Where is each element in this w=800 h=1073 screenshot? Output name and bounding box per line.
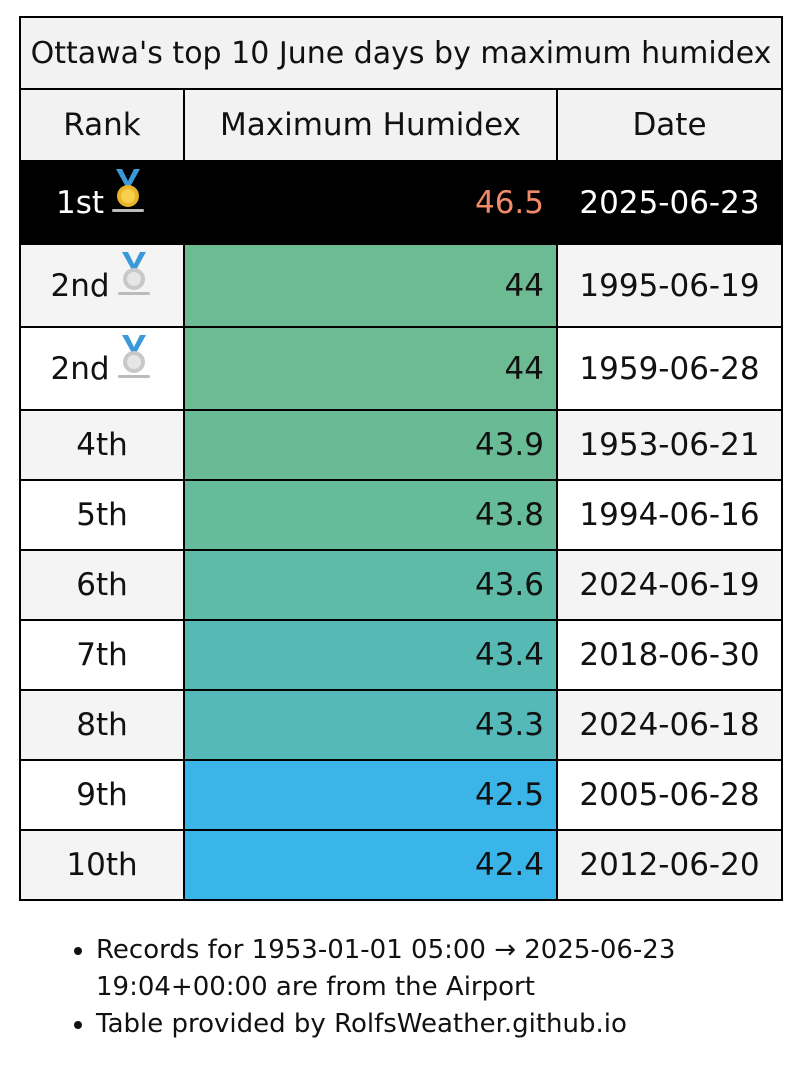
source-note: Records for 1953-01-01 05:00 → 2025-06-2… bbox=[96, 932, 800, 1006]
silver-medal-icon bbox=[114, 250, 154, 306]
rank-cell: 8th bbox=[19, 689, 185, 761]
rank-cell: 7th bbox=[19, 619, 185, 691]
humidex-value: 44 bbox=[183, 326, 558, 411]
date-value: 1994-06-16 bbox=[556, 479, 783, 551]
date-value: 2012-06-20 bbox=[556, 829, 783, 901]
rank-cell: 4th bbox=[19, 409, 185, 481]
humidex-value: 42.4 bbox=[183, 829, 558, 901]
humidex-value: 43.9 bbox=[183, 409, 558, 481]
footnotes-list: Records for 1953-01-01 05:00 → 2025-06-2… bbox=[40, 932, 800, 1043]
table-row: 1st 46.5 2025-06-23 bbox=[19, 160, 783, 245]
date-value: 1995-06-19 bbox=[556, 243, 783, 328]
date-value: 2025-06-23 bbox=[556, 160, 783, 245]
rank-cell: 2nd bbox=[19, 326, 185, 411]
date-value: 2024-06-18 bbox=[556, 689, 783, 761]
date-value: 2005-06-28 bbox=[556, 759, 783, 831]
humidex-value: 46.5 bbox=[183, 160, 558, 245]
humidex-table: Ottawa's top 10 June days by maximum hum… bbox=[19, 16, 783, 901]
date-value: 2024-06-19 bbox=[556, 549, 783, 621]
date-value: 1953-06-21 bbox=[556, 409, 783, 481]
table-row: 5th 43.8 1994-06-16 bbox=[19, 479, 783, 551]
rank-cell: 6th bbox=[19, 549, 185, 621]
date-header: Date bbox=[556, 88, 783, 162]
rank-cell: 1st bbox=[19, 160, 185, 245]
date-value: 1959-06-28 bbox=[556, 326, 783, 411]
rank-label: 2nd bbox=[50, 350, 110, 387]
silver-medal-icon bbox=[114, 333, 154, 389]
rank-header: Rank bbox=[19, 88, 185, 162]
rank-cell: 10th bbox=[19, 829, 185, 901]
table-row: 2nd 44 1995-06-19 bbox=[19, 243, 783, 328]
humidex-value: 42.5 bbox=[183, 759, 558, 831]
table-row: 4th 43.9 1953-06-21 bbox=[19, 409, 783, 481]
table-caption: Ottawa's top 10 June days by maximum hum… bbox=[19, 16, 783, 90]
humidex-header: Maximum Humidex bbox=[183, 88, 558, 162]
table-row: 9th 42.5 2005-06-28 bbox=[19, 759, 783, 831]
table-row: 2nd 44 1959-06-28 bbox=[19, 326, 783, 411]
table-row: 7th 43.4 2018-06-30 bbox=[19, 619, 783, 691]
date-value: 2018-06-30 bbox=[556, 619, 783, 691]
rank-cell: 9th bbox=[19, 759, 185, 831]
gold-medal-icon bbox=[108, 167, 148, 223]
rank-label: 1st bbox=[55, 184, 105, 221]
humidex-value: 43.3 bbox=[183, 689, 558, 761]
humidex-value: 43.6 bbox=[183, 549, 558, 621]
humidex-value: 44 bbox=[183, 243, 558, 328]
humidex-value: 43.4 bbox=[183, 619, 558, 691]
table-row: 6th 43.6 2024-06-19 bbox=[19, 549, 783, 621]
rank-cell: 2nd bbox=[19, 243, 185, 328]
humidex-value: 43.8 bbox=[183, 479, 558, 551]
rank-cell: 5th bbox=[19, 479, 185, 551]
rank-label: 2nd bbox=[50, 267, 110, 304]
table-row: 8th 43.3 2024-06-18 bbox=[19, 689, 783, 761]
table-row: 10th 42.4 2012-06-20 bbox=[19, 829, 783, 901]
credit-note: Table provided by RolfsWeather.github.io bbox=[96, 1006, 800, 1043]
